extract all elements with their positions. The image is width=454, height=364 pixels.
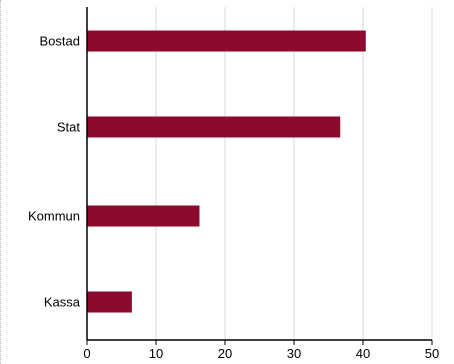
category-label-stat: Stat bbox=[57, 120, 81, 135]
x-tick-label-40: 40 bbox=[356, 346, 370, 361]
x-tick-label-30: 30 bbox=[287, 346, 301, 361]
axes bbox=[86, 7, 433, 345]
x-tick-label-20: 20 bbox=[218, 346, 232, 361]
labels: 0 10 20 30 40 50 Bostad Stat Kommun Kassa bbox=[28, 34, 439, 362]
category-label-bostad: Bostad bbox=[40, 34, 80, 49]
bar-kommun bbox=[87, 205, 200, 227]
bar-stat bbox=[87, 116, 341, 138]
x-tick-label-10: 10 bbox=[149, 346, 163, 361]
gridlines bbox=[155, 7, 433, 340]
category-label-kommun: Kommun bbox=[28, 209, 80, 224]
bar-kassa bbox=[87, 291, 132, 313]
x-tick-label-50: 50 bbox=[425, 346, 439, 361]
bar-bostad bbox=[87, 30, 366, 52]
x-tick-label-0: 0 bbox=[83, 346, 90, 361]
category-label-kassa: Kassa bbox=[44, 295, 81, 310]
bars bbox=[87, 30, 366, 313]
